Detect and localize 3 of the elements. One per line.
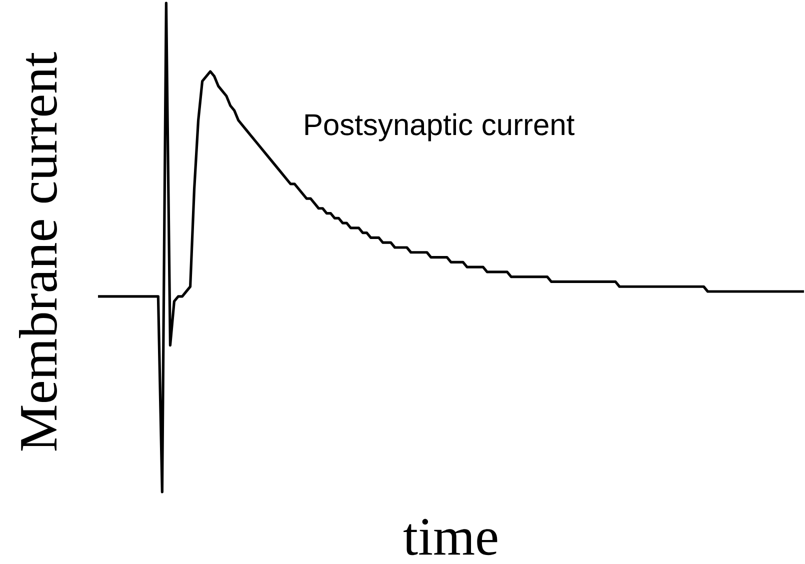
- y-axis-title: Membrane current: [19, 52, 57, 451]
- x-axis-title: time: [404, 518, 498, 556]
- annotation: Postsynaptic current: [305, 113, 574, 142]
